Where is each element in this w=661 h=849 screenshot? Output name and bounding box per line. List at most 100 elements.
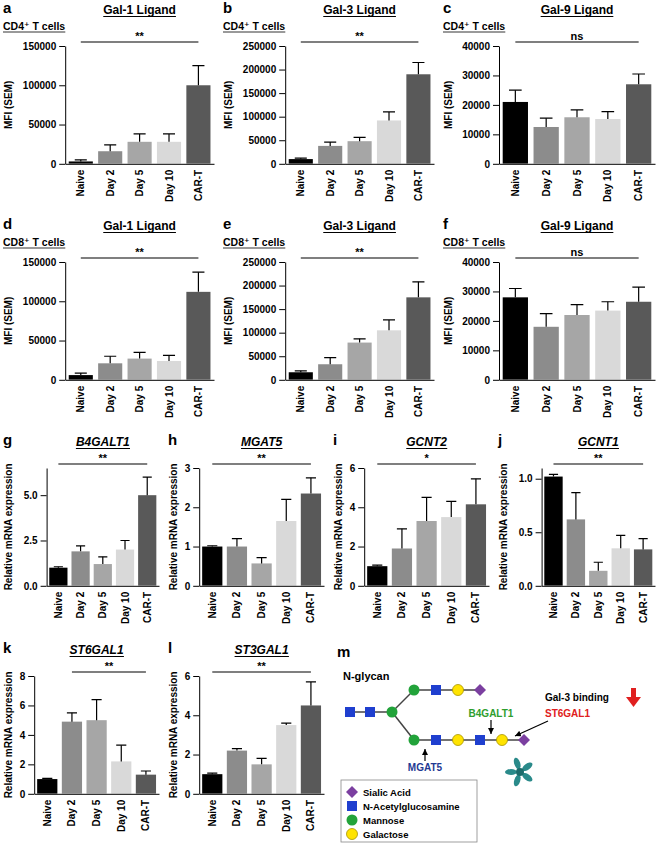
x-tick-label: Day 5: [421, 591, 432, 618]
x-tick: CAR-T: [193, 170, 204, 201]
y-tick: 6: [185, 671, 200, 682]
y-tick: 2: [20, 759, 35, 770]
title-underline: [70, 656, 124, 657]
y-tick-label: 100000: [243, 327, 277, 338]
significance-label: **: [135, 30, 144, 42]
title-underline: [103, 16, 176, 17]
x-tick-label: Day 2: [325, 169, 336, 196]
error-cap: [306, 477, 316, 478]
diagram-title: N-glycan: [343, 670, 390, 682]
sialic-acid: [346, 786, 358, 798]
error-line: [638, 287, 639, 302]
y-axis: 0246: [350, 463, 365, 592]
title-underline: [76, 448, 130, 449]
x-tick-label: Naive: [548, 591, 559, 618]
x-tick-label: Day 5: [354, 385, 365, 412]
y-tick-mark: [493, 134, 499, 135]
x-tick: Day 5: [91, 799, 102, 826]
y-axis-line: [47, 469, 48, 587]
x-tick-label: Naive: [53, 591, 64, 618]
error-bar: [471, 479, 481, 505]
y-axis: 010000200003000040000: [462, 257, 499, 386]
x-tick: Naive: [295, 169, 306, 196]
y-tick: 50000: [28, 119, 65, 130]
y-axis-line: [285, 263, 286, 381]
x-tick: Day 2: [325, 385, 336, 412]
y-tick-mark: [41, 586, 47, 587]
error-line: [598, 562, 599, 571]
y-tick-mark: [193, 547, 199, 548]
error-line: [451, 501, 452, 517]
subtitle: CD8⁺ T cells: [223, 236, 285, 248]
y-axis-title: MFI (SEM): [443, 81, 454, 129]
y-tick-mark: [193, 586, 199, 587]
marks: [69, 272, 211, 380]
error-cap: [540, 118, 553, 119]
marks: [202, 682, 321, 794]
title-underline: [241, 448, 282, 449]
x-tick-label: Day 10: [281, 591, 292, 624]
error-bar: [163, 355, 175, 360]
bar: [466, 504, 486, 585]
y-tick-mark: [536, 479, 542, 480]
y-tick-label: 250000: [243, 41, 277, 52]
error-cap: [163, 355, 175, 356]
y-axis: 050000100000150000200000250000: [243, 257, 286, 386]
enzyme-label: B4GALT1: [469, 708, 514, 719]
error-line: [620, 535, 621, 548]
subtitle: CD4⁺ T cells: [443, 20, 505, 32]
bar: [202, 774, 222, 794]
y-tick-label: 0: [51, 159, 57, 170]
y-tick: 2.5: [24, 535, 47, 546]
error-cap: [295, 158, 307, 159]
y-tick-label: 100000: [23, 296, 57, 307]
error-bar: [75, 373, 87, 375]
y-tick: 0: [271, 159, 286, 170]
error-cap: [632, 73, 645, 74]
y-tick-mark: [28, 735, 34, 736]
significance-label: ns: [571, 246, 584, 258]
glcnac: [431, 735, 441, 745]
x-tick-label: CAR-T: [142, 592, 153, 623]
y-tick-mark: [28, 705, 34, 706]
error-bar: [412, 282, 424, 298]
subtitle: CD8⁺ T cells: [3, 236, 65, 248]
bar: [564, 315, 589, 380]
error-line: [168, 134, 169, 142]
error-cap: [143, 476, 152, 477]
bar: [128, 142, 152, 164]
x-tick: Day 10: [446, 591, 457, 624]
bar: [595, 119, 620, 164]
x-tick: CAR-T: [413, 386, 424, 417]
x-tick: CAR-T: [305, 592, 316, 623]
y-tick: 50000: [28, 335, 65, 346]
title: Gal-9 Ligand: [541, 219, 614, 233]
x-tick: CAR-T: [140, 800, 151, 831]
x-tick-label: Day 2: [541, 169, 552, 196]
marks: [202, 478, 321, 586]
marks: [289, 62, 431, 163]
title-underline: [406, 448, 447, 449]
y-tick: 4: [185, 710, 200, 721]
y-tick: 30000: [462, 286, 499, 297]
error-line: [96, 700, 97, 721]
x-tick-label: Day 10: [164, 385, 175, 418]
error-cap: [509, 288, 522, 289]
error-bar: [104, 145, 116, 151]
error-cap: [134, 133, 146, 134]
x-tick: Day 5: [256, 799, 267, 826]
error-line: [546, 118, 547, 127]
significance-label: *: [424, 452, 429, 464]
x-axis: NaiveDay 2Day 5Day 10CAR-T: [286, 380, 435, 418]
x-tick-label: Day 10: [602, 385, 613, 418]
y-tick-mark: [28, 676, 34, 677]
x-tick-label: Day 10: [602, 169, 613, 202]
error-cap: [141, 770, 151, 771]
bar: [111, 761, 131, 793]
bar: [534, 327, 559, 380]
y-axis: 0123: [185, 463, 200, 592]
y-tick-mark: [536, 532, 542, 533]
x-tick-label: Day 10: [120, 591, 131, 624]
y-tick-label: 100000: [23, 80, 57, 91]
error-bar: [281, 723, 291, 725]
